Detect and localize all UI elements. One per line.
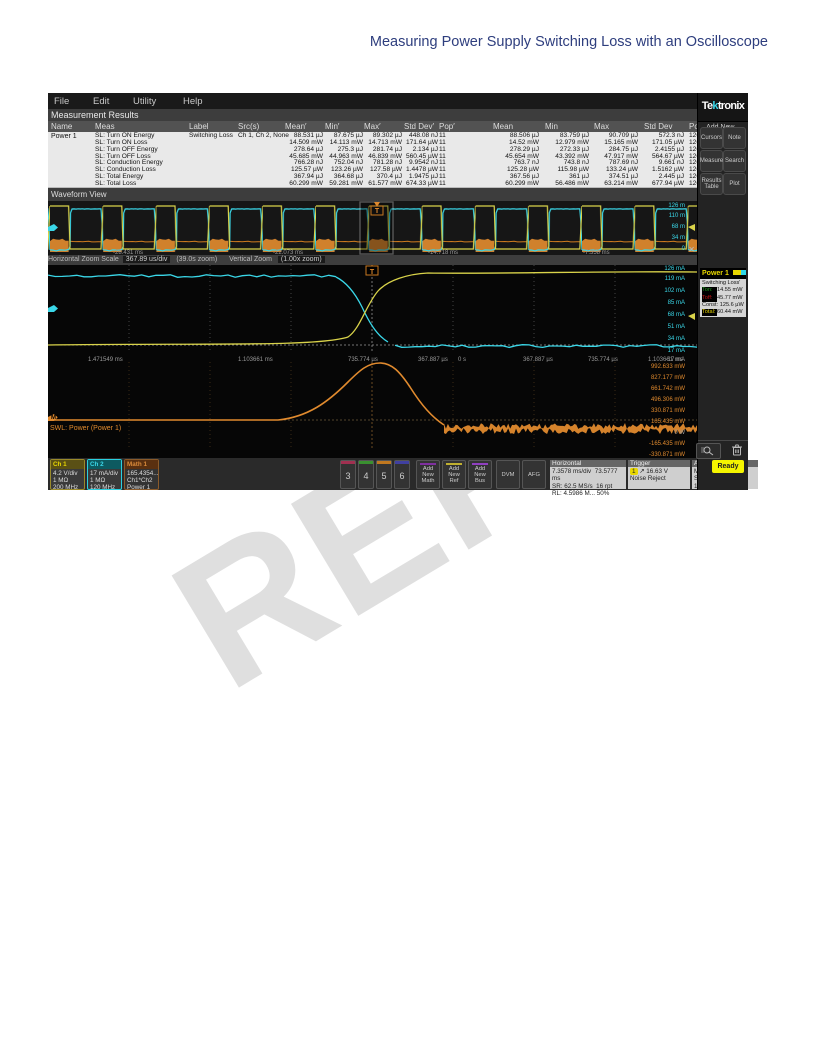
svg-text:T: T	[370, 269, 375, 276]
svg-text:496.306 mW: 496.306 mW	[651, 397, 685, 403]
svg-text:661.742 mW: 661.742 mW	[651, 386, 685, 392]
svg-text:34 mA: 34 mA	[668, 336, 685, 342]
svg-text:34 m: 34 m	[672, 235, 685, 241]
svg-text:68 mA: 68 mA	[668, 312, 685, 318]
svg-text:992.633 mW: 992.633 mW	[651, 364, 685, 370]
svg-text:827.177 mW: 827.177 mW	[651, 375, 685, 381]
svg-text:85 mA: 85 mA	[668, 300, 685, 306]
svg-text:330.871 mW: 330.871 mW	[651, 408, 685, 414]
svg-text:17 mA: 17 mA	[668, 348, 685, 354]
svg-text:SWL: Power (Power 1): SWL: Power (Power 1)	[50, 425, 121, 432]
svg-text:126 m: 126 m	[668, 203, 685, 209]
svg-text:T: T	[375, 208, 380, 215]
svg-text:110 m: 110 m	[669, 213, 685, 219]
svg-text:51 mA: 51 mA	[668, 324, 685, 330]
svg-text:-165.435 mW: -165.435 mW	[649, 441, 685, 447]
svg-text:126 mA: 126 mA	[664, 266, 685, 272]
svg-text:M1: M1	[51, 415, 60, 421]
svg-text:68 m: 68 m	[672, 224, 685, 230]
svg-text:102 mA: 102 mA	[664, 288, 685, 294]
svg-text:0 W: 0 W	[674, 430, 685, 436]
svg-text:119 mA: 119 mA	[665, 276, 685, 282]
svg-text:165.435 mW: 165.435 mW	[651, 419, 685, 425]
